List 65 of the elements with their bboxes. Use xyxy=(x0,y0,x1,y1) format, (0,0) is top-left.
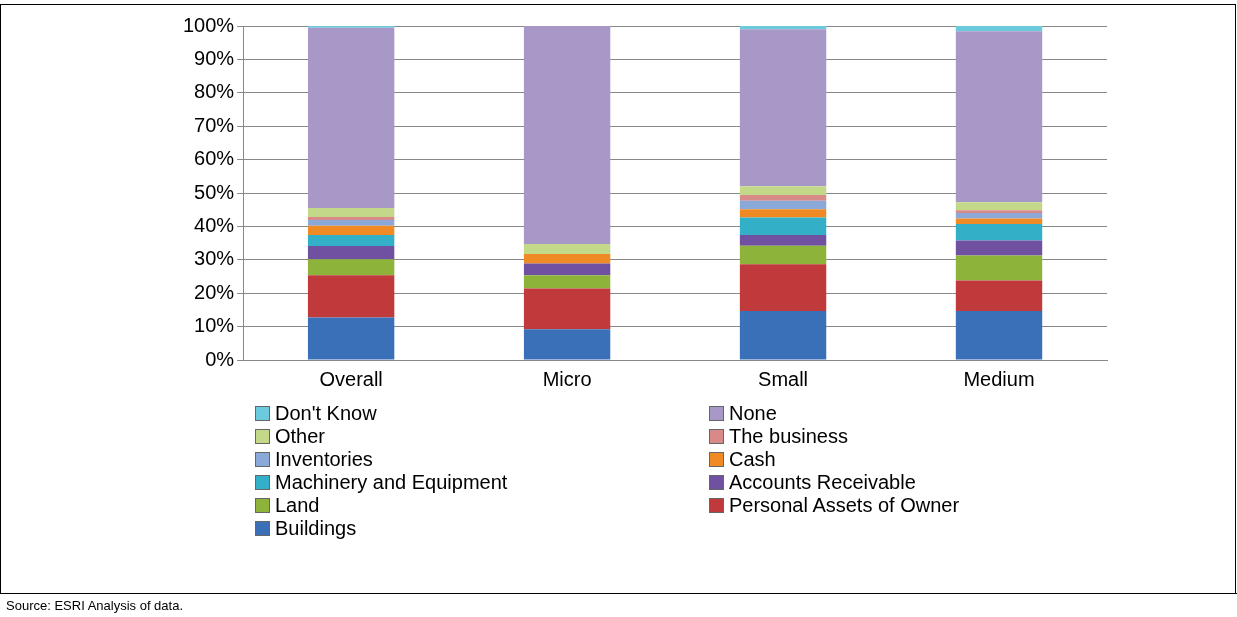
bar xyxy=(739,235,827,246)
bar xyxy=(739,186,827,195)
y-tick-label: 20% xyxy=(194,280,235,303)
bar xyxy=(955,31,1043,203)
bar xyxy=(739,310,827,360)
bar xyxy=(307,246,395,260)
bar xyxy=(955,213,1043,219)
bar xyxy=(523,263,611,276)
y-tick-label: 30% xyxy=(194,247,235,270)
legend-label: None xyxy=(729,401,777,425)
bar xyxy=(955,310,1043,360)
legend-label: The business xyxy=(729,424,848,448)
bar xyxy=(307,275,395,318)
legend-label: Buildings xyxy=(275,516,357,540)
legend-label: Personal Assets of Owner xyxy=(729,493,960,517)
bar xyxy=(307,208,395,218)
y-tick-label: 90% xyxy=(194,46,235,69)
bar xyxy=(523,26,611,245)
bar xyxy=(307,235,395,247)
legend-label: Land xyxy=(275,493,320,517)
legend-label: Accounts Receivable xyxy=(729,470,916,494)
legend-label: Inventories xyxy=(275,447,373,471)
y-tick-label: 60% xyxy=(194,147,235,170)
bar xyxy=(739,200,827,210)
bar xyxy=(739,264,827,311)
bar xyxy=(739,195,827,201)
legend-label: Cash xyxy=(729,447,776,471)
bar xyxy=(307,217,395,221)
bar xyxy=(307,317,395,360)
legend-label: Don't Know xyxy=(275,401,377,425)
y-tick-label: 10% xyxy=(194,314,235,337)
bar xyxy=(955,280,1043,311)
bar xyxy=(955,255,1043,281)
bar xyxy=(739,245,827,265)
bar xyxy=(739,217,827,236)
bar xyxy=(955,202,1043,211)
bar xyxy=(739,29,827,187)
bar xyxy=(739,209,827,218)
y-tick-label: 100% xyxy=(183,13,235,36)
x-tick-label: Small xyxy=(758,367,809,390)
source-note: Source: ESRI Analysis of data. xyxy=(6,598,185,613)
y-tick-label: 50% xyxy=(194,180,235,203)
legend-label: Machinery and Equipment xyxy=(275,470,508,494)
bar xyxy=(955,210,1043,214)
bar xyxy=(955,240,1043,256)
bar xyxy=(307,220,395,226)
bar xyxy=(523,254,611,264)
bar xyxy=(523,329,611,360)
bar xyxy=(523,275,611,289)
x-tick-label: Micro xyxy=(542,367,592,390)
bar xyxy=(523,244,611,255)
legend-label: Other xyxy=(275,424,326,448)
bar xyxy=(955,26,1043,32)
x-tick-label: Overall xyxy=(319,367,383,390)
bar xyxy=(307,225,395,236)
bar xyxy=(955,218,1043,225)
y-tick-label: 0% xyxy=(205,347,235,370)
y-tick-label: 80% xyxy=(194,80,235,103)
y-tick-label: 70% xyxy=(194,113,235,136)
bar xyxy=(955,224,1043,241)
bar xyxy=(523,288,611,330)
x-tick-label: Medium xyxy=(963,367,1035,390)
bar xyxy=(307,27,395,209)
bar xyxy=(307,259,395,276)
y-tick-label: 40% xyxy=(194,213,235,236)
